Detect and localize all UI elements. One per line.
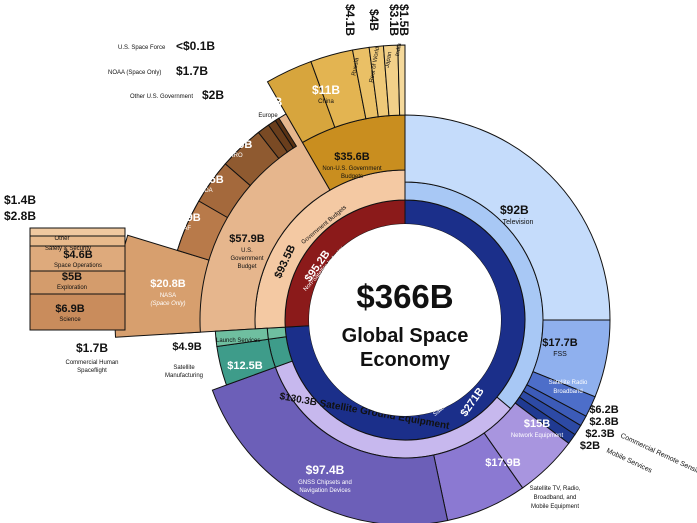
label-safety-value: $2.8B [4,209,36,223]
label-japan: Japan [385,51,394,68]
label-europe-value: $12B [254,95,283,109]
center-title-line3: Economy [360,349,451,371]
label-europe: Europe [258,113,278,119]
label-mda-value: $10.5B [188,174,224,186]
label-space-force-value: <$0.1B [176,39,215,53]
label-tvradio-value: $17.9B [485,457,521,469]
label-noaa: NOAA (Space Only) [108,70,161,76]
label-russia-value: $4.1B [343,4,357,36]
center-hole [309,224,501,416]
label-japan-value: $3.1B [387,4,401,36]
label-gnss-1: GNSS Chipsets and [298,480,352,486]
label-launch: Launch Services [216,338,260,344]
label-manufacturing-1: Satellite [173,365,195,371]
label-human-2: Spaceflight [77,368,107,374]
label-human-value: $1.7B [76,341,108,355]
label-tvradio-3: Mobile Equipment [531,504,579,510]
label-usaf: USAF [175,226,191,232]
label-othergov: Other U.S. Government [130,94,193,100]
label-india-value: $1.5B [397,4,411,36]
label-science-value: $6.9B [55,303,84,315]
label-us-gov-1: U.S. [241,248,253,254]
label-nro: NRO [229,153,243,159]
label-gnss-value: $97.4B [306,463,345,477]
label-tvradio-2: Broadband, and [534,495,577,501]
label-us-gov-3: Budget [237,264,256,270]
label-china-value: $11B [312,83,340,97]
chart-rings [29,44,611,523]
label-nro-value: ~$10B [220,139,253,151]
label-spaceops: Space Operations [54,263,102,269]
label-other: Other [54,236,69,242]
label-usaf-value: $12.9B [165,212,201,224]
label-exploration: Exploration [57,285,87,291]
slice-launch [214,327,269,348]
slice-space-force [274,117,298,149]
label-launch-value: $4.9B [172,341,201,353]
label-remote-value: $2.3B [585,428,614,440]
label-network-value: $15B [524,418,550,430]
label-nasa: NASA [160,293,176,299]
slice-gnss [211,366,449,523]
label-exploration-value: $5B [62,271,82,283]
label-noaa-value: $1.7B [176,64,208,78]
label-manufacturing-value: $12.5B [227,360,263,372]
label-radio: Satellite Radio [549,380,588,386]
label-other-value: $1.4B [4,193,36,207]
chart-center: $366B Global Space Economy [309,224,501,416]
label-gnss-2: Navigation Devices [299,488,350,494]
label-us-gov-2: Government [230,256,263,262]
label-china: China [318,99,334,105]
label-safety: Safety & Security [45,246,91,252]
label-nonus-value: $35.6B [334,151,370,163]
label-russia: Russia [351,57,360,77]
label-tvradio-1: Satellite TV, Radio, [530,486,581,492]
center-title-line2: Global Space [342,325,469,347]
label-mobile-value: $2B [580,440,600,452]
label-mobile: Mobile Services [605,447,653,474]
nasa-stack-other [29,227,126,237]
label-fss-value: $17.7B [542,337,578,349]
nasa-stack-science [29,293,126,331]
label-television-value: $92B [500,203,529,217]
label-nonus-2: Budgets [341,174,363,180]
label-othergov-value: $2B [202,88,224,102]
label-india: India [395,42,403,57]
center-total: $366B [356,278,453,315]
label-science: Science [59,317,81,323]
label-space-force: U.S. Space Force [118,45,166,51]
label-nasa-value: $20.8B [150,278,186,290]
label-mda: MDA [199,188,212,194]
label-nasa-sub: (Space Only) [150,301,185,307]
label-row-value: $4B [367,9,381,31]
label-remote: Commercial Remote Sensing [619,432,697,477]
label-human-1: Commercial Human [65,360,118,366]
nasa-stack-safety [29,235,126,247]
label-us-gov-value: $57.9B [229,233,265,245]
label-radio-value: $6.2B [589,404,618,416]
label-broadband: Broadband [553,389,582,395]
label-network: Network Equipment [511,433,564,439]
label-television: Television [503,219,534,226]
label-nonus-1: Non-U.S. Government [322,166,382,172]
label-fss: FSS [553,351,567,358]
slice-india [397,44,406,116]
label-broadband-value: $2.8B [589,416,618,428]
label-manufacturing-2: Manufacturing [165,373,203,379]
label-spaceops-value: $4.6B [63,249,92,261]
ring-launch [266,326,287,340]
